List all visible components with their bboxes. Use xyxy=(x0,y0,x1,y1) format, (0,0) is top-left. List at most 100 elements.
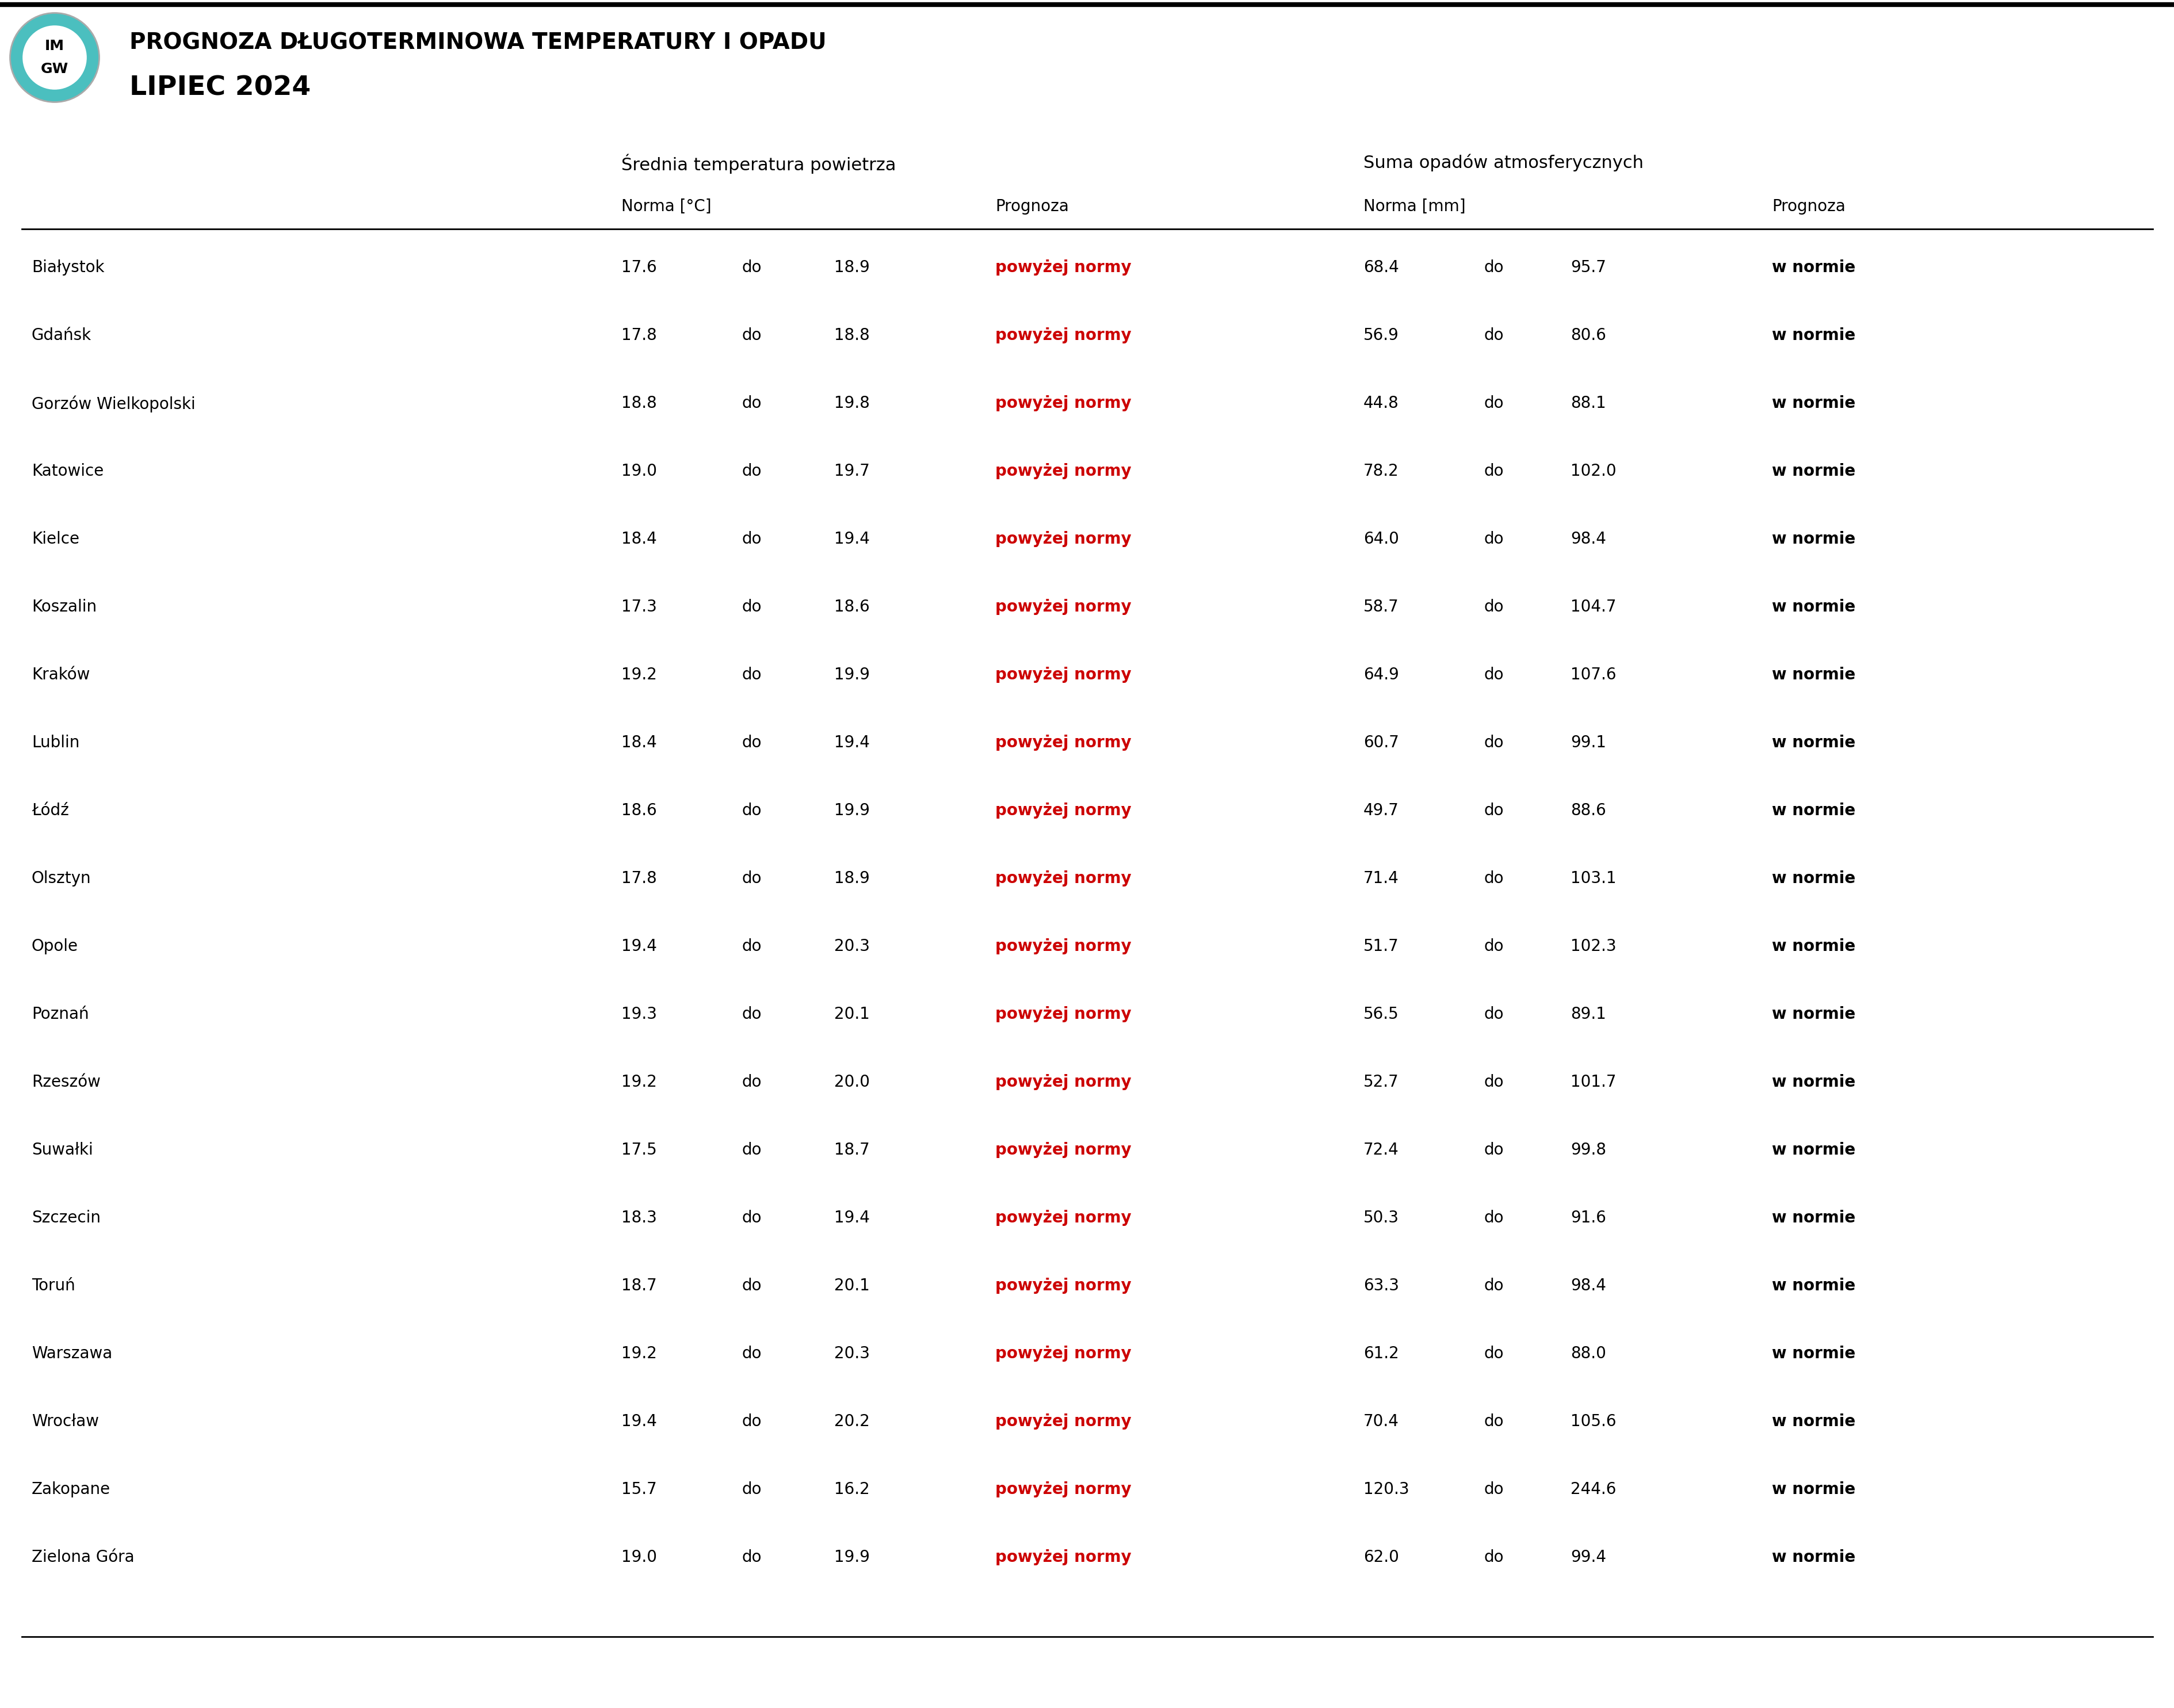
Text: 19.4: 19.4 xyxy=(835,734,870,752)
Text: 17.5: 17.5 xyxy=(622,1143,657,1158)
Text: 19.7: 19.7 xyxy=(835,463,870,480)
Text: do: do xyxy=(741,803,761,818)
Text: do: do xyxy=(741,1074,761,1090)
Text: Koszalin: Koszalin xyxy=(33,600,96,615)
Text: 103.1: 103.1 xyxy=(1570,871,1615,886)
Text: powyżej normy: powyżej normy xyxy=(996,463,1130,480)
Ellipse shape xyxy=(22,26,87,89)
Text: Zakopane: Zakopane xyxy=(33,1481,111,1498)
Text: 88.1: 88.1 xyxy=(1570,395,1607,412)
Text: 18.8: 18.8 xyxy=(835,328,870,343)
Text: do: do xyxy=(741,1143,761,1158)
Text: w normie: w normie xyxy=(1772,1074,1854,1090)
Text: Toruń: Toruń xyxy=(33,1278,76,1295)
Text: 56.9: 56.9 xyxy=(1363,328,1398,343)
Text: 89.1: 89.1 xyxy=(1570,1006,1607,1023)
Text: 19.4: 19.4 xyxy=(622,1414,657,1430)
Text: 56.5: 56.5 xyxy=(1363,1006,1398,1023)
Text: powyżej normy: powyżej normy xyxy=(996,260,1130,275)
Text: powyżej normy: powyżej normy xyxy=(996,531,1130,547)
Text: powyżej normy: powyżej normy xyxy=(996,871,1130,886)
Text: 88.6: 88.6 xyxy=(1570,803,1607,818)
Text: do: do xyxy=(741,328,761,343)
Text: 16.2: 16.2 xyxy=(835,1481,870,1498)
Text: powyżej normy: powyżej normy xyxy=(996,1209,1130,1226)
Text: w normie: w normie xyxy=(1772,871,1854,886)
Text: 44.8: 44.8 xyxy=(1363,395,1398,412)
Text: do: do xyxy=(1485,395,1504,412)
Text: do: do xyxy=(1485,328,1504,343)
Text: 18.6: 18.6 xyxy=(622,803,657,818)
Text: 18.7: 18.7 xyxy=(622,1278,657,1295)
Text: 20.3: 20.3 xyxy=(835,1346,870,1361)
Text: do: do xyxy=(741,1414,761,1430)
Text: 99.1: 99.1 xyxy=(1570,734,1607,752)
Text: GW: GW xyxy=(41,61,70,77)
Text: 20.0: 20.0 xyxy=(835,1074,870,1090)
Text: do: do xyxy=(741,1278,761,1295)
Text: Lublin: Lublin xyxy=(33,734,80,752)
Text: 63.3: 63.3 xyxy=(1363,1278,1398,1295)
Text: 17.8: 17.8 xyxy=(622,328,657,343)
Text: do: do xyxy=(1485,871,1504,886)
Text: Gorzów Wielkopolski: Gorzów Wielkopolski xyxy=(33,395,196,412)
Text: do: do xyxy=(1485,1074,1504,1090)
Text: Białystok: Białystok xyxy=(33,260,104,275)
Text: do: do xyxy=(1485,600,1504,615)
Text: powyżej normy: powyżej normy xyxy=(996,1074,1130,1090)
Text: w normie: w normie xyxy=(1772,1481,1854,1498)
Text: w normie: w normie xyxy=(1772,1549,1854,1566)
Text: Norma [°C]: Norma [°C] xyxy=(622,198,711,215)
Text: Olsztyn: Olsztyn xyxy=(33,871,91,886)
Text: w normie: w normie xyxy=(1772,328,1854,343)
Text: PROGNOZA DŁUGOTERMINOWA TEMPERATURY I OPADU: PROGNOZA DŁUGOTERMINOWA TEMPERATURY I OP… xyxy=(130,32,826,53)
Text: 19.9: 19.9 xyxy=(835,666,870,683)
Text: powyżej normy: powyżej normy xyxy=(996,1346,1130,1361)
Text: w normie: w normie xyxy=(1772,1278,1854,1295)
Text: 107.6: 107.6 xyxy=(1570,666,1615,683)
Text: do: do xyxy=(741,1481,761,1498)
Text: powyżej normy: powyżej normy xyxy=(996,395,1130,412)
Text: Opole: Opole xyxy=(33,938,78,955)
Text: w normie: w normie xyxy=(1772,1143,1854,1158)
Text: 71.4: 71.4 xyxy=(1363,871,1398,886)
Text: 80.6: 80.6 xyxy=(1570,328,1607,343)
Text: powyżej normy: powyżej normy xyxy=(996,1143,1130,1158)
Text: do: do xyxy=(1485,1481,1504,1498)
Text: 72.4: 72.4 xyxy=(1363,1143,1398,1158)
Text: do: do xyxy=(1485,734,1504,752)
Text: 98.4: 98.4 xyxy=(1570,1278,1607,1295)
Text: 19.9: 19.9 xyxy=(835,1549,870,1566)
Text: Warszawa: Warszawa xyxy=(33,1346,113,1361)
Text: do: do xyxy=(741,1209,761,1226)
Text: do: do xyxy=(741,1549,761,1566)
Text: LIPIEC 2024: LIPIEC 2024 xyxy=(130,75,311,101)
Text: Zielona Góra: Zielona Góra xyxy=(33,1549,135,1566)
Text: 17.3: 17.3 xyxy=(622,600,657,615)
Text: do: do xyxy=(1485,1346,1504,1361)
Text: 18.4: 18.4 xyxy=(622,531,657,547)
Text: powyżej normy: powyżej normy xyxy=(996,666,1130,683)
Text: 104.7: 104.7 xyxy=(1570,600,1615,615)
Text: 18.4: 18.4 xyxy=(622,734,657,752)
Text: 244.6: 244.6 xyxy=(1570,1481,1615,1498)
Text: Kielce: Kielce xyxy=(33,531,80,547)
Text: Rzeszów: Rzeszów xyxy=(33,1074,100,1090)
Text: 17.6: 17.6 xyxy=(622,260,657,275)
Text: w normie: w normie xyxy=(1772,1006,1854,1023)
Text: 18.7: 18.7 xyxy=(835,1143,870,1158)
Text: Prognoza: Prognoza xyxy=(1772,198,1846,215)
Text: Średnia temperatura powietrza: Średnia temperatura powietrza xyxy=(622,154,896,174)
Text: 102.0: 102.0 xyxy=(1570,463,1615,480)
Text: w normie: w normie xyxy=(1772,803,1854,818)
Text: Wrocław: Wrocław xyxy=(33,1414,100,1430)
Text: Suma opadów atmosferycznych: Suma opadów atmosferycznych xyxy=(1363,154,1644,173)
Text: powyżej normy: powyżej normy xyxy=(996,734,1130,752)
Text: 19.8: 19.8 xyxy=(835,395,870,412)
Text: 19.2: 19.2 xyxy=(622,1074,657,1090)
Text: 99.4: 99.4 xyxy=(1570,1549,1607,1566)
Text: w normie: w normie xyxy=(1772,1209,1854,1226)
Text: powyżej normy: powyżej normy xyxy=(996,1278,1130,1295)
Text: 70.4: 70.4 xyxy=(1363,1414,1398,1430)
Text: powyżej normy: powyżej normy xyxy=(996,1414,1130,1430)
